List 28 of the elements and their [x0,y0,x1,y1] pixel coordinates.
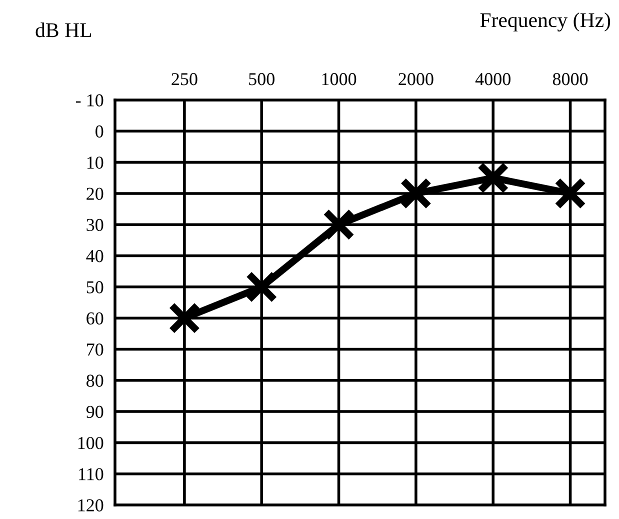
x-tick-label: 500 [249,73,274,86]
y-tick-label: 10 [87,156,104,169]
y-axis-title: dB HL [36,22,92,38]
y-tick-label: 100 [78,436,104,450]
x-tick-label: 1000 [322,73,356,86]
y-tick-label: - 10 [76,94,104,106]
y-tick-label: 50 [86,281,104,294]
y-tick-label: 0 [96,125,104,138]
y-tick-label: 70 [87,343,104,356]
x-tick-label: 4000 [475,73,510,86]
y-tick-label: 30 [86,218,104,232]
y-tick-label: 120 [78,499,104,512]
y-tick-label: 20 [86,188,104,200]
y-tick-label: 80 [86,374,104,387]
point [477,162,510,194]
point [322,208,355,241]
y-tick-label: 110 [79,468,104,480]
x-axis-title: Frequency (Hz) [480,12,610,32]
point [554,177,586,210]
point [168,302,200,334]
y-tick-label: 60 [86,312,104,325]
point [400,177,432,210]
x-tick-label: 250 [172,73,198,86]
point [246,270,278,303]
x-tick-label: 2000 [398,73,434,86]
y-tick-label: 40 [86,250,104,262]
y-tick-label: 90 [86,406,104,418]
x-tick-label: 8000 [552,73,588,86]
